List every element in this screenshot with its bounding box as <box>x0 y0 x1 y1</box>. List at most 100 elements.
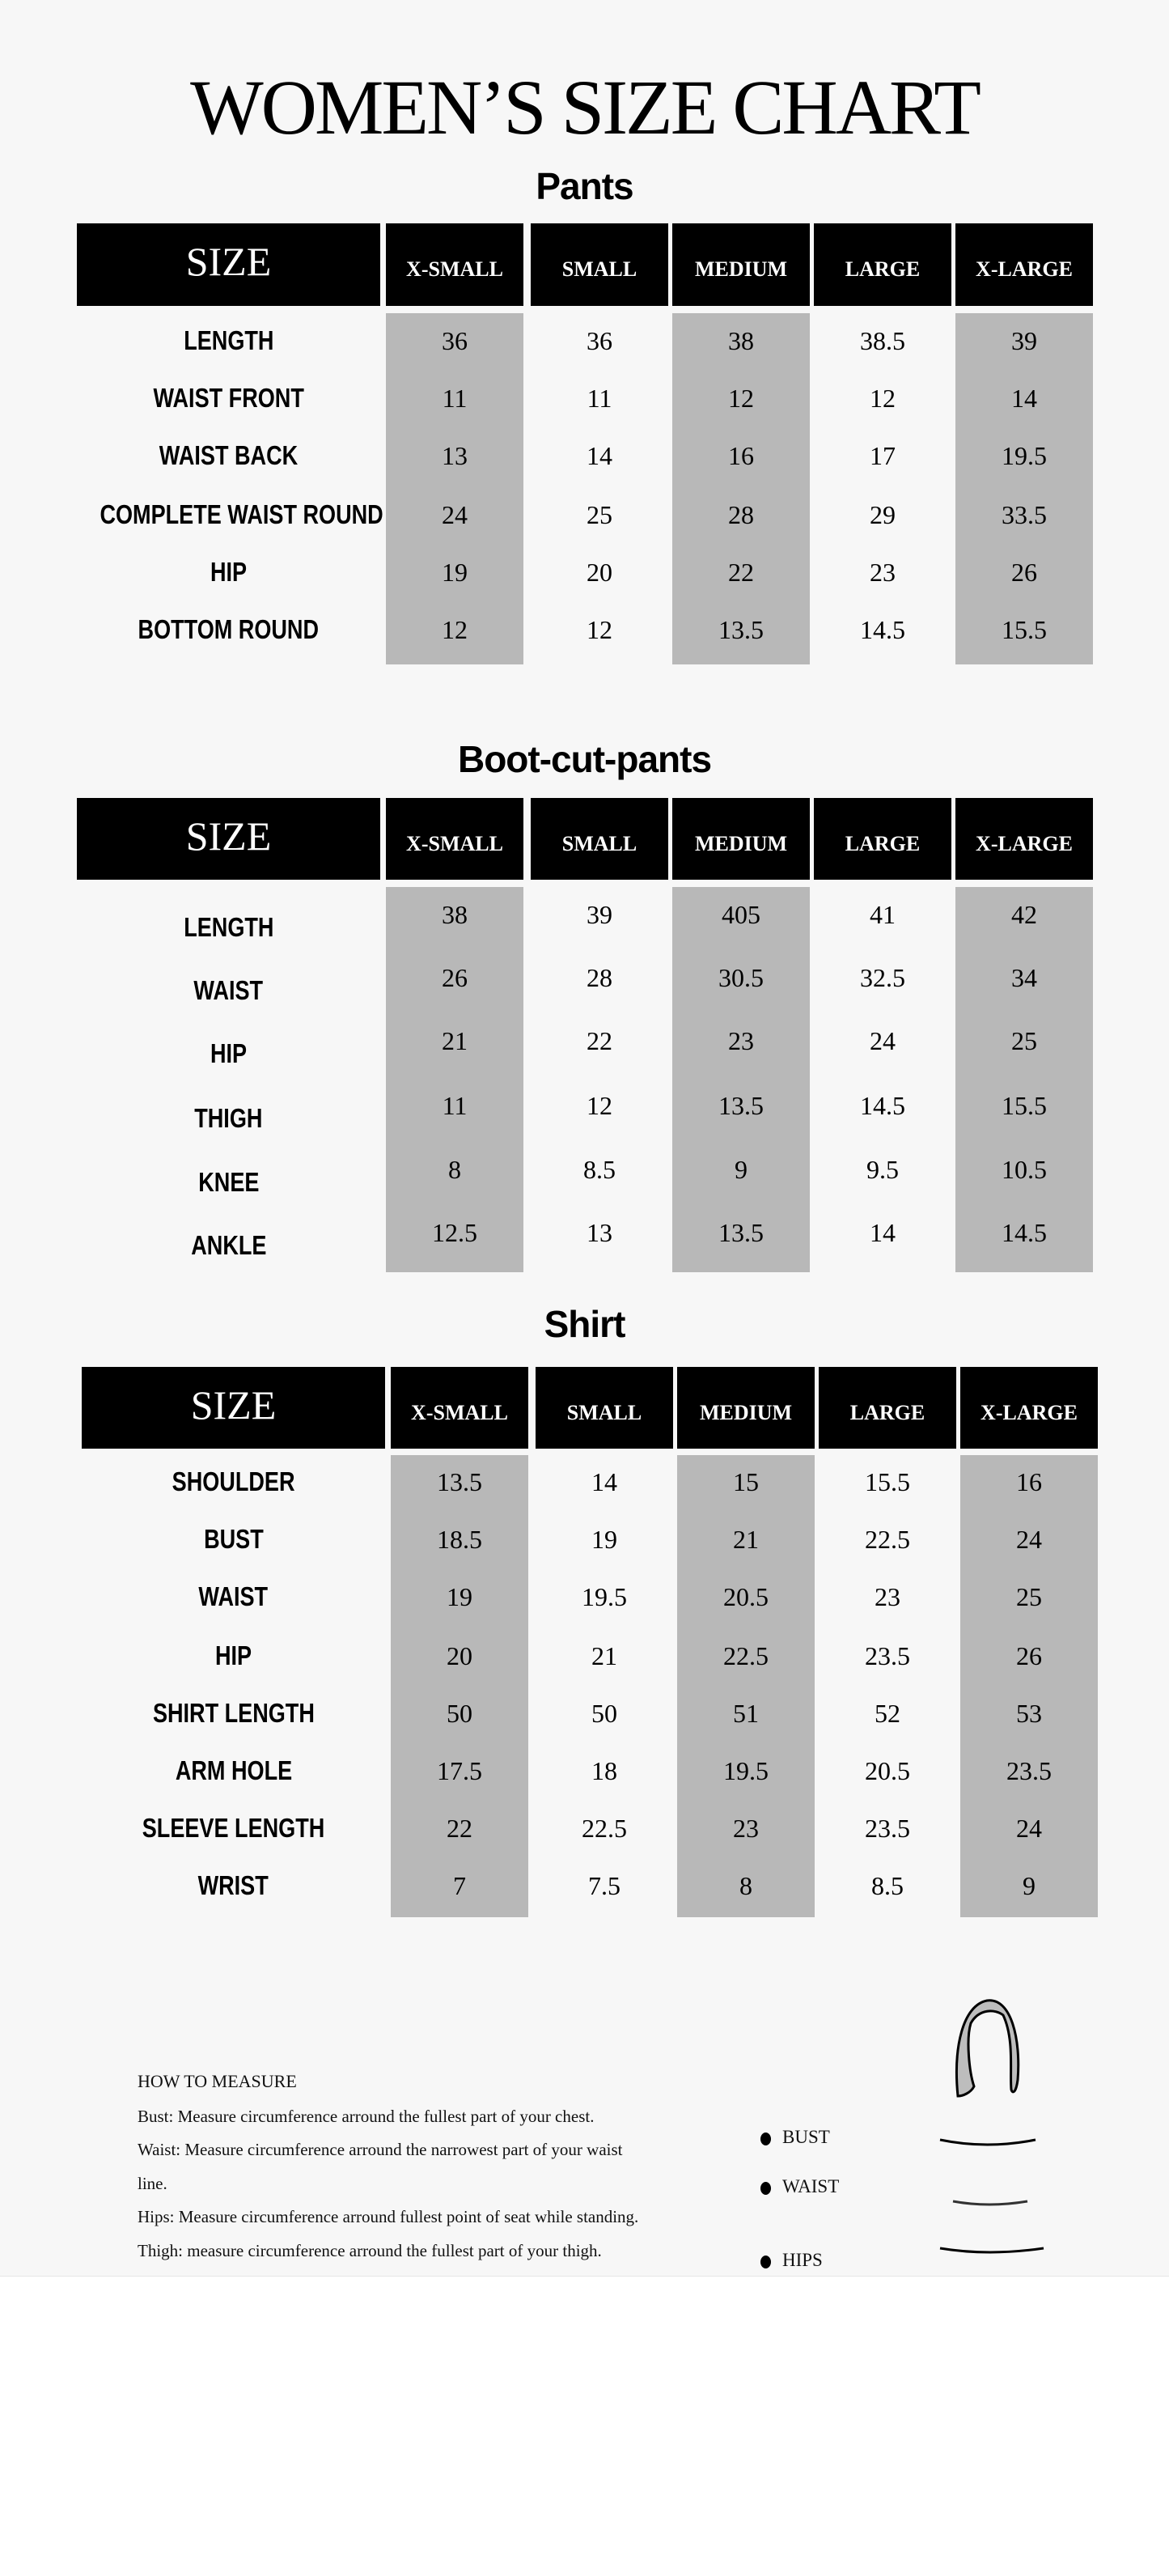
shaded-column <box>955 887 1093 1272</box>
row-label: ARM HOLE <box>74 1755 393 1787</box>
table-cell-value: 38.5 <box>860 326 905 355</box>
table-cell-value: 25 <box>1011 1026 1037 1055</box>
table-cell-value: 13.5 <box>718 1091 764 1120</box>
row-label-text: BOTTOM ROUND <box>138 614 320 644</box>
column-header-label: X-SMALL <box>411 1400 508 1424</box>
table-cell-value: 14.5 <box>1002 1218 1047 1247</box>
table-cell-value: 14 <box>587 441 612 470</box>
waist-line <box>952 2200 1028 2206</box>
table-cell-value: 14.5 <box>860 1091 905 1120</box>
section-title: Pants <box>536 165 633 207</box>
row-label-text: LENGTH <box>183 325 274 355</box>
column-header-label: SMALL <box>566 1400 642 1424</box>
table-cell-value: 13.5 <box>718 615 764 644</box>
row-label: HIP <box>69 556 388 588</box>
table-cell-value: 19 <box>591 1525 617 1554</box>
table-cell-value: 26 <box>1016 1641 1042 1670</box>
row-label-text: SHIRT LENGTH <box>152 1698 315 1728</box>
table-cell-value: 23.5 <box>865 1641 910 1670</box>
table-cell-value: 23 <box>728 1026 754 1055</box>
table-cell-value: 23 <box>870 558 896 587</box>
table-cell-value: 39 <box>1011 326 1037 355</box>
shaded-column <box>672 313 810 664</box>
table-cell-value: 25 <box>587 500 612 529</box>
column-header-label: X-LARGE <box>976 257 1073 281</box>
row-label-text: WAIST BACK <box>159 440 299 470</box>
row-label: WAIST FRONT <box>69 382 388 414</box>
table-cell-value: 24 <box>870 1026 896 1055</box>
row-label: WAIST <box>74 1581 393 1613</box>
table-cell-value: 405 <box>722 900 760 929</box>
column-header: MEDIUM <box>672 223 810 306</box>
size-chart-sheet: WOMEN’S SIZE CHART Pants SIZE X-SMALL SMALL… <box>0 64 1169 2277</box>
row-label-text: WAIST FRONT <box>153 383 304 413</box>
table-cell-value: 50 <box>591 1699 617 1728</box>
table-cell-value: 20.5 <box>723 1582 769 1611</box>
row-label-text: HIP <box>210 557 248 587</box>
table-cell-value: 38 <box>728 326 754 355</box>
shaded-column <box>386 887 523 1272</box>
body-figure-illustration <box>939 1999 1044 2254</box>
row-label-text: SHOULDER <box>172 1466 295 1496</box>
column-header-label: LARGE <box>845 831 921 855</box>
column-header: X-SMALL <box>386 798 523 880</box>
column-header: X-SMALL <box>391 1367 528 1449</box>
table-cell-value: 7 <box>453 1871 466 1900</box>
column-header: LARGE <box>819 1367 956 1449</box>
table-cell-value: 22 <box>728 558 754 587</box>
column-header-label: LARGE <box>849 1400 925 1424</box>
row-label-text: KNEE <box>197 1167 260 1197</box>
measure-instruction: Waist: Measure circumference arround the… <box>138 2140 623 2159</box>
table-cell-value: 26 <box>442 963 468 992</box>
table-cell-value: 20 <box>587 558 612 587</box>
label-text: WAIST <box>782 2176 840 2196</box>
size-header-label: SIZE <box>185 239 272 284</box>
table-cell-value: 12 <box>728 384 754 413</box>
table-cell-value: 39 <box>587 900 612 929</box>
shaded-column <box>672 887 810 1272</box>
row-label: HIP <box>74 1640 393 1672</box>
table-cell-value: 12 <box>587 1091 612 1120</box>
measure-instruction: Hips: Measure circumference arround full… <box>138 2207 639 2226</box>
table-cell-value: 28 <box>728 500 754 529</box>
table-cell-value: 30.5 <box>718 963 764 992</box>
table-cell-value: 23.5 <box>1006 1756 1052 1785</box>
table-cell-value: 19.5 <box>582 1582 627 1611</box>
row-label-text: ARM HOLE <box>175 1755 292 1785</box>
table-cell-value: 10.5 <box>1002 1155 1047 1184</box>
table-cell-value: 15.5 <box>1002 615 1047 644</box>
row-label: COMPLETE WAIST ROUND <box>69 499 388 531</box>
table-cell-value: 24 <box>1016 1814 1042 1843</box>
column-header: MEDIUM <box>672 798 810 880</box>
table-cell-value: 32.5 <box>860 963 905 992</box>
row-label-text: WAIST <box>193 975 264 1005</box>
shaded-column <box>955 313 1093 664</box>
table-cell-value: 13 <box>587 1218 612 1247</box>
row-label: SLEEVE LENGTH <box>74 1812 393 1844</box>
table-cell-value: 12 <box>870 384 896 413</box>
table-cell-value: 38 <box>442 900 468 929</box>
shaded-column <box>391 1455 528 1917</box>
row-label-text: WAIST <box>198 1581 269 1611</box>
hair-outline-icon <box>955 1999 1020 2098</box>
table-cell-value: 15.5 <box>1002 1091 1047 1120</box>
table-cell-value: 12.5 <box>432 1218 477 1247</box>
table-cell-value: 28 <box>587 963 612 992</box>
table-cell-value: 21 <box>733 1525 759 1554</box>
column-header: X-LARGE <box>955 798 1093 880</box>
table-cell-value: 22.5 <box>582 1814 627 1843</box>
row-label: HIP <box>69 1038 388 1070</box>
table-cell-value: 11 <box>442 384 468 413</box>
size-header-label: SIZE <box>190 1381 277 1428</box>
table-cell-value: 19.5 <box>1002 441 1047 470</box>
table-cell-value: 19 <box>447 1582 472 1611</box>
shaded-column <box>677 1455 815 1917</box>
row-label: WRIST <box>74 1869 393 1902</box>
figure-label-hips: HIPS <box>760 2248 823 2273</box>
label-text: BUST <box>782 2127 830 2147</box>
table-cell-value: 14 <box>591 1467 617 1496</box>
row-label: WAIST BACK <box>69 439 388 472</box>
table-cell-value: 21 <box>591 1641 617 1670</box>
table-cell-value: 14 <box>870 1218 896 1247</box>
table-cell-value: 50 <box>447 1699 472 1728</box>
